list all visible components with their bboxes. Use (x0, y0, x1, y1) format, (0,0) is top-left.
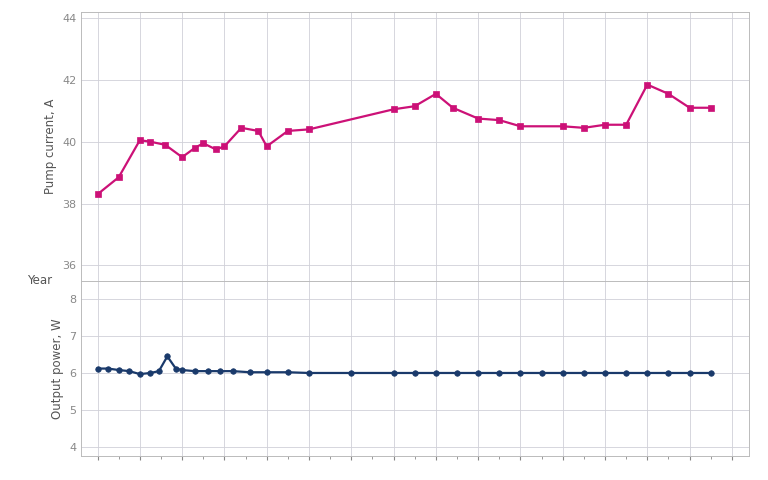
Y-axis label: Pump current, A: Pump current, A (44, 99, 57, 194)
Text: Year: Year (27, 274, 52, 287)
Y-axis label: Output power, W: Output power, W (51, 318, 64, 419)
